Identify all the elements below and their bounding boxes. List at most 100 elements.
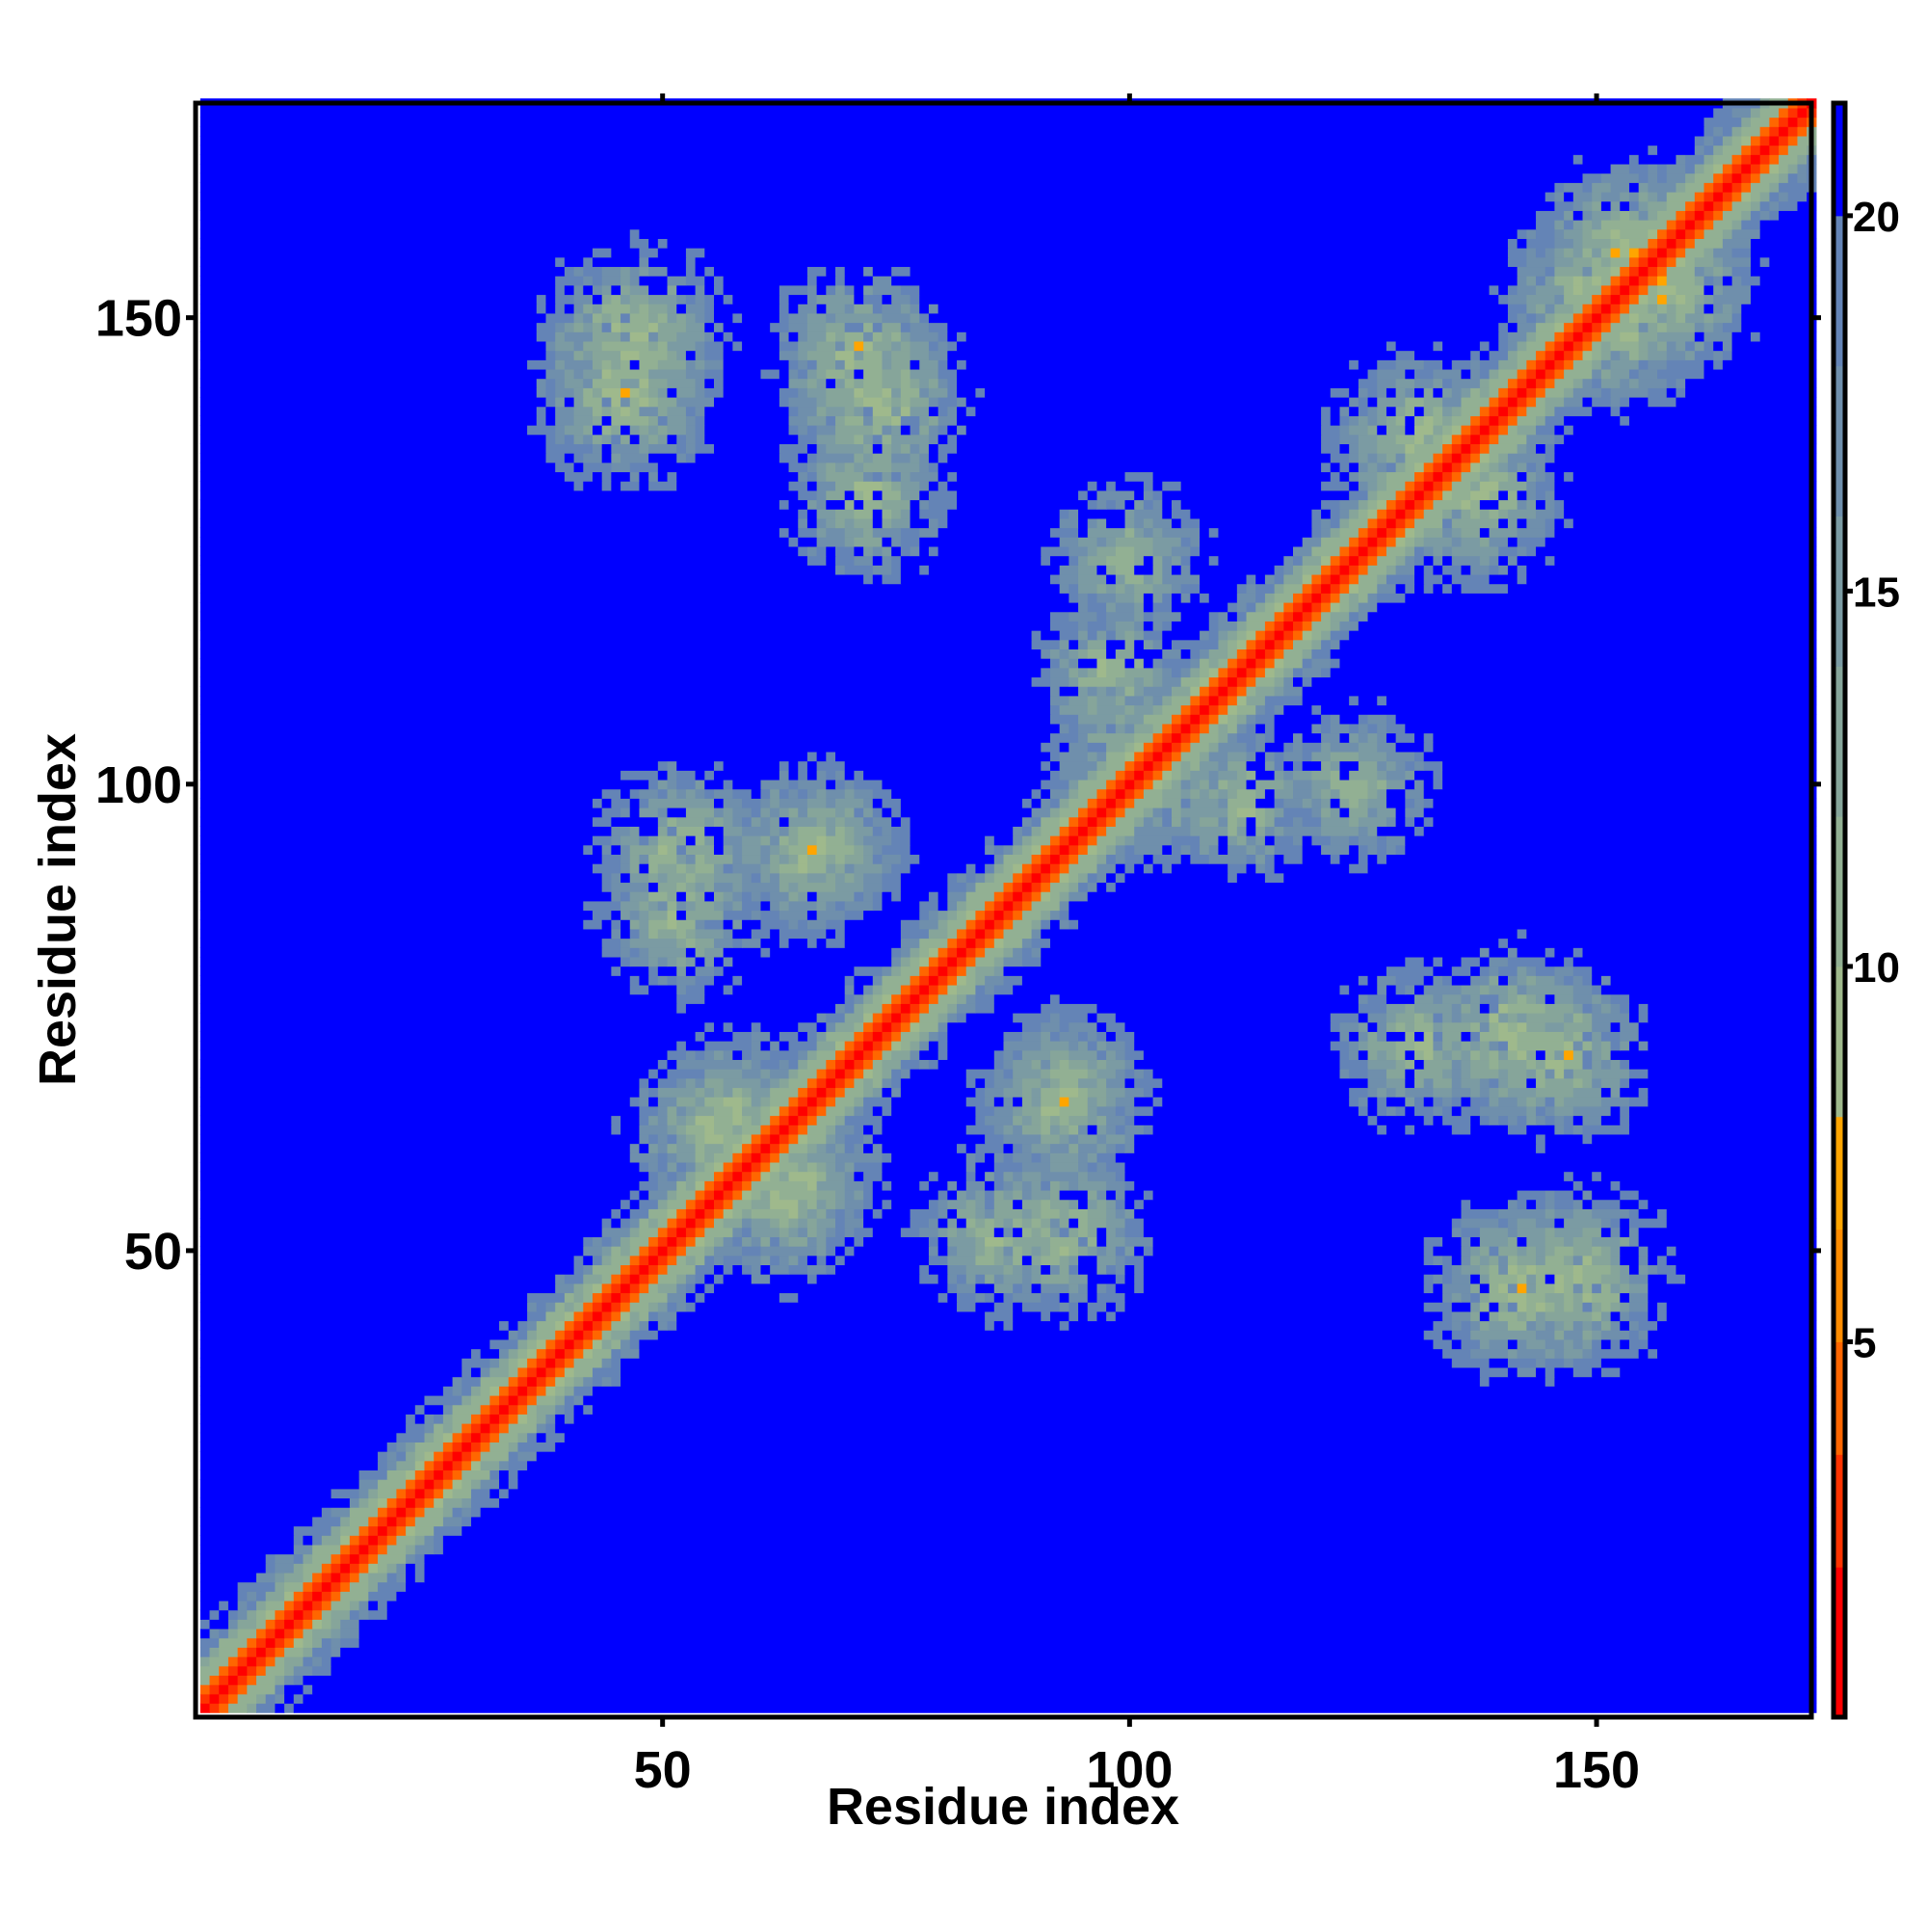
heatmap-cell	[1264, 807, 1276, 818]
heatmap-cell	[1069, 1274, 1089, 1284]
heatmap-cell	[1021, 1264, 1033, 1275]
heatmap-cell	[358, 1488, 369, 1499]
heatmap-cell	[891, 835, 911, 846]
heatmap-cell	[378, 1507, 388, 1518]
heatmap-cell	[798, 509, 808, 519]
heatmap-cell	[330, 1647, 341, 1657]
heatmap-cell	[704, 1031, 733, 1042]
heatmap-cell	[1003, 1218, 1014, 1229]
heatmap-cell	[937, 1041, 948, 1051]
heatmap-cell	[648, 1255, 659, 1266]
heatmap-cell	[1255, 630, 1266, 641]
heatmap-cell	[1536, 1087, 1574, 1098]
heatmap-cell	[1451, 1330, 1471, 1340]
heatmap-cell	[1106, 854, 1117, 864]
heatmap-cell	[1134, 770, 1145, 781]
heatmap-cell	[957, 425, 967, 436]
heatmap-cell	[517, 1414, 528, 1424]
heatmap-cell	[1377, 770, 1387, 781]
heatmap-cell	[1451, 1292, 1463, 1303]
heatmap-cell	[1433, 583, 1443, 594]
heatmap-cell	[601, 481, 612, 491]
heatmap-cell	[1059, 1105, 1089, 1117]
heatmap-cell	[1470, 1320, 1481, 1331]
heatmap-cell	[247, 1675, 257, 1685]
heatmap-cell	[1442, 1236, 1463, 1247]
heatmap-cell	[1013, 826, 1023, 836]
heatmap-cell	[330, 1609, 351, 1620]
heatmap-cell	[601, 844, 612, 856]
heatmap-cell	[303, 1572, 313, 1583]
heatmap-cell	[872, 1077, 884, 1089]
heatmap-cell	[386, 1442, 398, 1452]
heatmap-cell	[1461, 1049, 1471, 1061]
heatmap-cell	[293, 1544, 313, 1555]
heatmap-cell	[770, 1143, 780, 1153]
heatmap-cell	[414, 1544, 435, 1555]
heatmap-cell	[1461, 1227, 1481, 1237]
heatmap-cell	[1544, 1227, 1556, 1237]
heatmap-cell	[854, 844, 864, 856]
heatmap-cell	[1096, 1105, 1117, 1117]
heatmap-cell	[770, 1115, 780, 1125]
heatmap-cell	[835, 1133, 846, 1145]
heatmap-cell	[1592, 975, 1602, 986]
heatmap-cell	[583, 1338, 594, 1350]
heatmap-cell	[1134, 1274, 1145, 1284]
heatmap-cell	[1479, 1246, 1491, 1257]
heatmap-cell	[1386, 573, 1415, 585]
heatmap-cell	[1190, 648, 1201, 659]
heatmap-cell	[452, 1404, 482, 1415]
heatmap-cell	[882, 891, 892, 902]
heatmap-cell	[1069, 695, 1089, 706]
heatmap-cell	[704, 1208, 715, 1219]
heatmap-cell	[1134, 639, 1145, 649]
heatmap-cell	[947, 425, 958, 436]
heatmap-cell	[1386, 1013, 1397, 1023]
heatmap-cell	[1395, 1021, 1406, 1032]
heatmap-cell	[312, 1656, 323, 1667]
heatmap-cell	[508, 1348, 519, 1359]
heatmap-cell	[826, 1143, 836, 1153]
heatmap-cell	[1405, 1069, 1415, 1079]
heatmap-cell	[1564, 1031, 1574, 1042]
heatmap-cell	[1395, 517, 1406, 529]
heatmap-cell	[937, 1227, 948, 1237]
heatmap-cell	[648, 1310, 659, 1322]
heatmap-cell	[1423, 462, 1434, 473]
heatmap-cell	[1507, 1366, 1518, 1378]
heatmap-cell	[742, 1218, 752, 1229]
heatmap-cell	[1582, 1013, 1593, 1023]
heatmap-cell	[835, 1161, 846, 1173]
heatmap-cell	[844, 975, 855, 986]
heatmap-cell	[1041, 1283, 1069, 1294]
heatmap-cell	[742, 854, 762, 864]
heatmap-cell	[1433, 453, 1443, 463]
heatmap-cell	[1349, 583, 1359, 594]
heatmap-cell	[629, 798, 641, 808]
heatmap-cell	[1152, 751, 1163, 762]
heatmap-cell	[1162, 509, 1173, 519]
heatmap-cell	[312, 1600, 323, 1611]
heatmap-cell	[1049, 667, 1069, 678]
heatmap-cell	[620, 1338, 631, 1350]
heatmap-cell	[806, 545, 818, 557]
heatmap-cell	[714, 770, 780, 781]
heatmap-cell	[910, 975, 920, 986]
heatmap-cell	[937, 1274, 948, 1284]
heatmap-cell	[199, 425, 528, 436]
heatmap-cell	[1293, 611, 1304, 622]
heatmap-cell	[928, 434, 939, 444]
heatmap-cell	[1544, 1358, 1565, 1368]
heatmap-cell	[723, 1180, 733, 1191]
heatmap-cell	[611, 1302, 621, 1312]
heatmap-cell	[723, 919, 733, 930]
heatmap-cell	[1461, 425, 1471, 436]
heatmap-cell	[648, 1236, 659, 1247]
heatmap-cell	[1423, 527, 1443, 538]
heatmap-cell	[1610, 993, 1630, 1004]
heatmap-cell	[620, 1125, 641, 1135]
heatmap-cell	[1069, 872, 1079, 884]
heatmap-cell	[779, 826, 790, 836]
heatmap-cell	[620, 1274, 631, 1284]
